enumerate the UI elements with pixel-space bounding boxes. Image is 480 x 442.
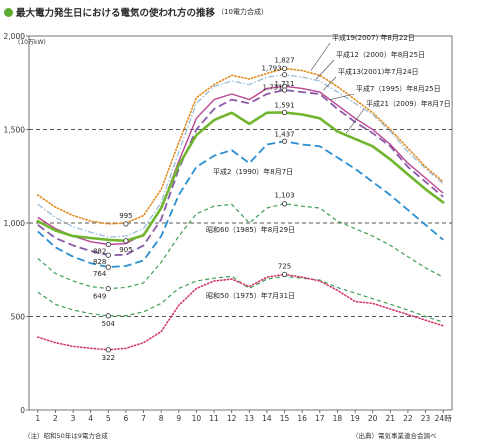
annotation-label: 1,437 [275,130,295,138]
annotation-marker [281,138,288,144]
series-label: 昭和60（1985）年8月29日 [206,225,295,234]
annotation-marker [105,313,111,319]
y-tick-label: 1,000 [4,219,26,228]
y-tick-label: 500 [11,313,26,322]
annotation-marker [105,252,111,258]
annotation-label: 1,827 [275,56,295,64]
x-tick-label: 22 [403,414,413,423]
footnote-left: （注）昭和50年は9電力合成 [24,432,108,440]
annotation-marker [105,347,111,353]
x-tick-label: 20 [368,414,378,423]
annotation-label: 725 [278,262,291,270]
annotation-label: 764 [93,270,107,278]
annotation-label: 1,103 [275,192,295,200]
chart-title-row: 最大電力発生日における電気の使われ方の推移 （10電力合成） [4,4,268,20]
series-label: 平成13(2001)年7月24日 [338,67,419,76]
x-tick-label: 14 [262,414,272,423]
x-tick-label: 5 [106,414,111,423]
x-tick-label: 3 [71,414,76,423]
x-tick-label: 12 [227,414,237,423]
annotation-marker [123,238,129,244]
footnote-source: （出典）電気事業連合会調べ [352,432,437,440]
x-tick-label: 8 [159,414,164,423]
annotation-marker [281,65,288,71]
series-line-2 [37,85,444,246]
x-tick-label: 18 [333,414,343,423]
annotation-marker [281,109,288,116]
series-line-8 [36,273,445,351]
annotation-label: 995 [119,212,132,220]
annotation-label: 1,731 [263,83,283,91]
series-line-5 [37,140,444,269]
x-tick-label: 16 [297,414,307,423]
series-label-leader [346,108,365,134]
y-tick-label: 0 [20,406,25,415]
annotation-label: 828 [93,258,106,266]
series-label-leader [316,59,335,80]
annotation-marker [281,87,288,93]
x-tick-label: 11 [209,414,219,423]
x-tick-label: 2 [53,414,58,423]
chart-title: 最大電力発生日における電気の使われ方の推移 [16,8,216,19]
series-label-leader [330,93,355,100]
annotation-marker [105,264,111,270]
series-line-4 [36,111,445,243]
series-line-0 [36,67,445,225]
annotation-label: 322 [102,354,115,362]
series-line-3 [37,89,444,257]
series-label-leader [310,42,331,71]
annotation-marker [105,241,111,248]
x-tick-label: 9 [176,414,181,423]
annotation-marker [281,201,288,207]
series-label: 平成21（2009）年8月7日 [366,99,451,108]
series-label: 平成7（1995）年8月25日 [356,84,441,93]
x-tick-label: 4 [88,414,93,423]
x-tick-label: 19 [350,414,360,423]
series-label: 平成19(2007) 年8月22日 [332,33,415,42]
annotation-marker [105,286,111,292]
annotation-label: 905 [119,246,132,254]
title-bullet-icon [4,7,13,17]
series-line-1 [37,74,444,238]
x-tick-label: 10 [192,414,202,423]
annotation-marker [281,271,288,278]
y-axis-label: (10万kW) [18,39,46,46]
x-tick-label: 1 [35,414,40,423]
x-tick-label: 13 [245,414,255,423]
annotation-marker [123,221,129,227]
x-tick-label: 17 [315,414,325,423]
annotation-label: 1,711 [275,80,295,88]
x-tick-label: 6 [124,414,129,423]
annotation-label: 882 [93,248,106,256]
x-tick-label: 7 [141,414,146,423]
series-label: 平成12（2000）年8月25日 [336,50,425,59]
x-tick-label: 24時 [435,414,453,423]
x-tick-label: 23 [421,414,431,423]
x-tick-label: 21 [386,414,396,423]
series-label: 昭和50（1975）年7月31日 [206,291,295,300]
y-tick-label: 1,500 [4,126,26,135]
annotation-label: 1,591 [275,101,295,109]
annotation-label: 649 [93,293,106,301]
chart-subtitle: （10電力合成） [217,8,268,16]
x-tick-label: 15 [280,414,290,423]
annotation-label: 504 [102,320,116,328]
y-tick-label: 2,000 [4,32,26,41]
annotation-marker [281,72,288,78]
annotation-label: 1,793 [262,65,282,73]
series-label-leader [323,76,337,91]
series-label: 平成2（1990）年8月7日 [213,167,293,176]
